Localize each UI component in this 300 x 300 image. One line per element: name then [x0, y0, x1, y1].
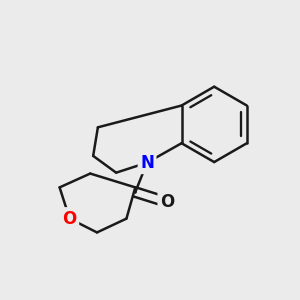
Text: O: O [160, 193, 174, 211]
Text: O: O [62, 210, 77, 228]
Text: N: N [140, 154, 154, 172]
